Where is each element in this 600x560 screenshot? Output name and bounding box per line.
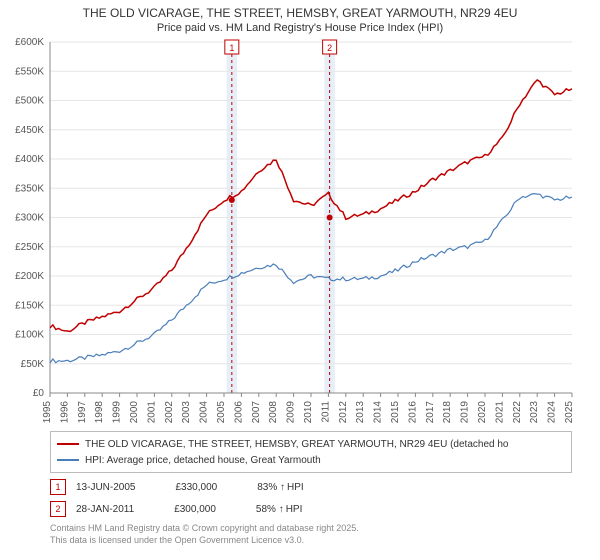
svg-text:2016: 2016 [407, 401, 418, 424]
svg-text:1: 1 [229, 43, 234, 53]
marker-badge: 1 [50, 479, 66, 495]
attribution-line: Contains HM Land Registry data © Crown c… [50, 523, 572, 535]
marker-suffix: HPI [287, 482, 304, 493]
svg-text:2015: 2015 [390, 401, 401, 424]
marker-pct: 58% [256, 504, 276, 515]
legend-item: HPI: Average price, detached house, Grea… [57, 452, 565, 468]
svg-text:£50K: £50K [21, 359, 45, 370]
line-chart-svg: £0 £50K £100K £150K £200K £250K £300K £350K £400… [0, 34, 600, 429]
marker-badge: 2 [50, 501, 66, 517]
chart-titles: THE OLD VICARAGE, THE STREET, HEMSBY, GR… [0, 0, 600, 34]
svg-text:1996: 1996 [59, 401, 70, 424]
svg-text:£500K: £500K [15, 96, 44, 107]
svg-text:£300K: £300K [15, 213, 44, 224]
title-line2: Price paid vs. HM Land Registry's House … [0, 22, 600, 34]
svg-text:2012: 2012 [338, 401, 349, 424]
marker-price: £330,000 [175, 482, 217, 493]
svg-text:2022: 2022 [512, 401, 523, 424]
svg-text:£600K: £600K [15, 37, 44, 48]
svg-text:2007: 2007 [251, 401, 262, 424]
svg-text:£0: £0 [33, 388, 45, 399]
svg-text:2: 2 [327, 43, 332, 53]
legend-swatch [57, 459, 79, 461]
svg-text:£100K: £100K [15, 330, 44, 341]
up-arrow-icon [280, 482, 287, 493]
svg-text:1998: 1998 [94, 401, 105, 424]
svg-text:2019: 2019 [460, 401, 471, 424]
legend-swatch [57, 443, 79, 445]
svg-text:£200K: £200K [15, 271, 44, 282]
attribution: Contains HM Land Registry data © Crown c… [50, 523, 572, 546]
svg-text:2008: 2008 [268, 401, 279, 424]
svg-text:1999: 1999 [112, 401, 123, 424]
svg-text:£250K: £250K [15, 242, 44, 253]
svg-text:2000: 2000 [129, 401, 140, 424]
svg-text:2009: 2009 [286, 401, 297, 424]
title-line1: THE OLD VICARAGE, THE STREET, HEMSBY, GR… [0, 6, 600, 20]
up-arrow-icon [279, 504, 286, 515]
marker-date: 13-JUN-2005 [76, 482, 135, 493]
svg-text:£150K: £150K [15, 300, 44, 311]
svg-text:2017: 2017 [425, 401, 436, 424]
svg-text:2005: 2005 [216, 401, 227, 424]
svg-text:2018: 2018 [442, 401, 453, 424]
legend-item: THE OLD VICARAGE, THE STREET, HEMSBY, GR… [57, 436, 565, 452]
marker-entry: 2 28-JAN-2011 £300,000 58% HPI [50, 501, 572, 517]
svg-text:2004: 2004 [199, 401, 210, 424]
marker-price: £300,000 [174, 504, 216, 515]
marker-suffix: HPI [286, 504, 303, 515]
svg-text:£400K: £400K [15, 154, 44, 165]
svg-text:£550K: £550K [15, 66, 44, 77]
svg-text:2010: 2010 [303, 401, 314, 424]
svg-text:£450K: £450K [15, 125, 44, 136]
marker-pct: 83% [257, 482, 277, 493]
attribution-line: This data is licensed under the Open Gov… [50, 535, 572, 547]
legend: THE OLD VICARAGE, THE STREET, HEMSBY, GR… [50, 431, 572, 473]
svg-text:2014: 2014 [373, 401, 384, 424]
footer: THE OLD VICARAGE, THE STREET, HEMSBY, GR… [0, 431, 600, 546]
svg-text:£350K: £350K [15, 183, 44, 194]
legend-label: HPI: Average price, detached house, Grea… [85, 455, 321, 466]
svg-text:2023: 2023 [529, 401, 540, 424]
marker-date: 28-JAN-2011 [76, 504, 134, 515]
svg-text:2011: 2011 [320, 401, 331, 423]
svg-text:2025: 2025 [564, 401, 575, 424]
chart-area: £0 £50K £100K £150K £200K £250K £300K £350K £400… [0, 34, 600, 429]
svg-text:2001: 2001 [146, 401, 157, 424]
svg-text:2002: 2002 [164, 401, 175, 424]
svg-text:2006: 2006 [233, 401, 244, 424]
svg-text:2020: 2020 [477, 401, 488, 424]
svg-text:2024: 2024 [547, 401, 558, 424]
marker-entry: 1 13-JUN-2005 £330,000 83% HPI [50, 479, 572, 495]
svg-text:2013: 2013 [355, 401, 366, 424]
svg-text:1997: 1997 [77, 401, 88, 424]
svg-text:2021: 2021 [494, 401, 505, 424]
svg-text:2003: 2003 [181, 401, 192, 424]
svg-text:1995: 1995 [42, 401, 53, 424]
legend-label: THE OLD VICARAGE, THE STREET, HEMSBY, GR… [85, 439, 508, 450]
